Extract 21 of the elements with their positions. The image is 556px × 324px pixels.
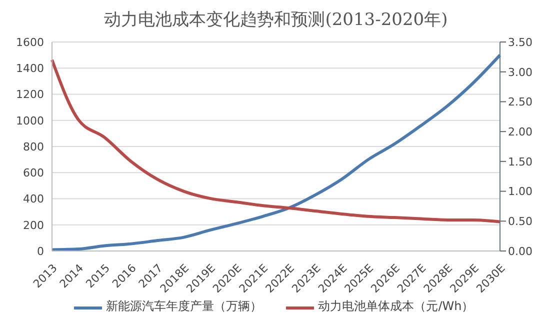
y-tick-label: 0	[37, 244, 44, 258]
y2-tick-label: 3.00	[508, 66, 532, 79]
y-tick-label: 800	[23, 140, 44, 154]
legend-label: 新能源汽车年度产量（万辆）	[106, 299, 262, 314]
y-tick-label: 1400	[16, 62, 44, 76]
y-tick-label: 1000	[16, 114, 44, 128]
y-tick-label: 600	[23, 166, 44, 180]
legend-label: 动力电池单体成本（元/Wh）	[318, 299, 474, 314]
y2-tick-label: 1.50	[508, 155, 532, 168]
y2-tick-label: 0.50	[508, 215, 532, 228]
y-tick-label: 200	[23, 218, 44, 232]
chart-title: 动力电池成本变化趋势和预测(2013-2020年)	[103, 9, 449, 32]
y2-tick-label: 0.00	[508, 244, 532, 258]
y2-tick-label: 2.50	[508, 96, 532, 109]
y-tick-label: 1600	[16, 36, 44, 49]
y2-tick-label: 3.50	[508, 36, 532, 49]
y-tick-label: 1200	[16, 88, 44, 102]
y2-tick-label: 2.00	[508, 125, 532, 138]
y2-tick-label: 1.00	[508, 185, 532, 198]
line-series	[50, 58, 502, 224]
y-tick-label: 400	[23, 192, 44, 206]
